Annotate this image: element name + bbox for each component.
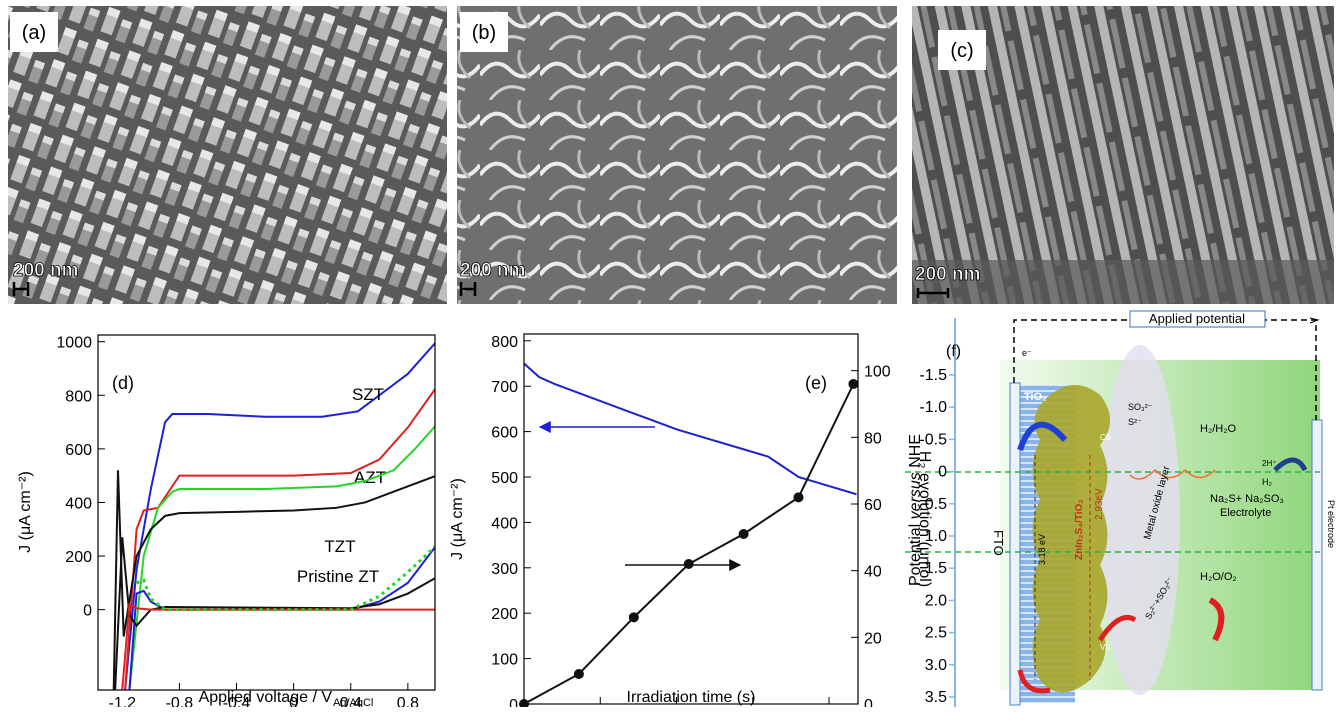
species-label: H₂ bbox=[1262, 477, 1272, 487]
y-tick-label: 200 bbox=[491, 606, 518, 623]
panel-label: (b) bbox=[472, 22, 496, 44]
panel-label: (f) bbox=[946, 343, 961, 360]
electrolyte-label: Na₂S+ Na₂SO₃ bbox=[1210, 493, 1284, 505]
figure: (a) (b) (c) 200 nm 200 nm 200 nm Applied… bbox=[0, 0, 1340, 707]
tick-label: 2.5 bbox=[925, 625, 947, 642]
scale-label: 200 nm bbox=[13, 260, 78, 281]
x-axis-label-sub: Ag/AgCl bbox=[333, 697, 373, 707]
tick-label: 3.5 bbox=[925, 689, 947, 706]
y2-tick-label: 60 bbox=[864, 497, 882, 514]
panel-label: (e) bbox=[805, 373, 827, 393]
x-axis-label: Applied voltage / V bbox=[199, 689, 333, 706]
series-line bbox=[125, 342, 436, 690]
y-axis-label: J (μA cm⁻²) bbox=[17, 471, 34, 553]
species-label: S²⁻ bbox=[1128, 417, 1142, 427]
y-tick-label: 1000 bbox=[56, 335, 92, 352]
data-point bbox=[739, 529, 749, 539]
tick-label: -1.5 bbox=[919, 367, 947, 384]
y-tick-label: 0 bbox=[509, 697, 518, 707]
data-point bbox=[629, 612, 639, 622]
tick-label: 0 bbox=[938, 464, 947, 481]
data-point bbox=[794, 492, 804, 502]
gap-label: 3.18 eV bbox=[1037, 534, 1047, 565]
species-label: 2H⁺ bbox=[1262, 459, 1276, 468]
y-tick-label: 700 bbox=[491, 379, 518, 396]
panel-label: (c) bbox=[950, 40, 973, 62]
series-line bbox=[129, 545, 436, 690]
electron-label: e⁻ bbox=[1022, 348, 1032, 358]
x-tick-label: -1.2 bbox=[108, 695, 136, 707]
composite-label: ZnIn₂S₄/TiO₂ bbox=[1074, 499, 1085, 560]
series-label: AZT bbox=[354, 468, 386, 487]
x-tick-label: -0.8 bbox=[166, 695, 194, 707]
y-tick-label: 400 bbox=[491, 515, 518, 532]
oxide-layer bbox=[1100, 345, 1180, 695]
y2-tick-label: 20 bbox=[864, 630, 882, 647]
y-tick-label: 500 bbox=[491, 470, 518, 487]
y2-axis-label: H₂ evolution (μmol) bbox=[916, 451, 933, 587]
y-tick-label: 200 bbox=[65, 549, 92, 566]
plot-frame bbox=[98, 335, 435, 690]
series-line bbox=[129, 425, 436, 690]
y2-tick-label: 80 bbox=[864, 430, 882, 447]
y-tick-label: 800 bbox=[65, 388, 92, 405]
x-tick-label: 0.8 bbox=[397, 695, 419, 707]
series-line bbox=[125, 387, 436, 690]
y-tick-label: 300 bbox=[491, 561, 518, 578]
panel-label: (d) bbox=[112, 373, 134, 393]
series-label: Pristine ZT bbox=[297, 567, 379, 586]
cb-label: CB bbox=[1100, 433, 1111, 442]
y2-tick-label: 100 bbox=[864, 364, 891, 381]
y-tick-label: 800 bbox=[491, 334, 518, 351]
y2-tick-label: 40 bbox=[864, 564, 882, 581]
y-tick-label: 0 bbox=[83, 603, 92, 620]
series-line bbox=[122, 604, 436, 690]
scale-label: 200 nm bbox=[460, 260, 525, 281]
couple-label: H₂/H₂O bbox=[1200, 423, 1236, 435]
y-tick-label: 100 bbox=[491, 652, 518, 669]
series-label: TZT bbox=[324, 537, 355, 556]
circuit-label: Applied potential bbox=[1149, 311, 1245, 326]
gap-label: 2.93eV bbox=[1094, 488, 1105, 520]
species-label: SO₃²⁻ bbox=[1128, 402, 1153, 412]
panel-label: (a) bbox=[22, 22, 46, 44]
series-label: SZT bbox=[352, 385, 384, 404]
fto bbox=[1010, 383, 1020, 705]
fto-label: FTO bbox=[991, 530, 1006, 556]
tio2-label: TiO₂ bbox=[1024, 391, 1047, 403]
y-tick-label: 600 bbox=[491, 425, 518, 442]
y-tick-label: 400 bbox=[65, 495, 92, 512]
scale-label: 200 nm bbox=[915, 264, 980, 285]
tick-label: -1.0 bbox=[919, 399, 947, 416]
diagram: Applied potential (f) FTO TiO₂ CB VB 3.1… bbox=[905, 311, 1336, 707]
pt-label: Pt electrode bbox=[1326, 500, 1336, 548]
electrolyte-label: Electrolyte bbox=[1220, 507, 1271, 519]
tick-label: 3.0 bbox=[925, 657, 947, 674]
data-point bbox=[848, 379, 858, 389]
couple-label: H₂O/O₂ bbox=[1200, 571, 1237, 583]
vb-label: VB bbox=[1100, 643, 1111, 652]
x-axis-label: Irradiation time (s) bbox=[627, 689, 756, 706]
tick-label: 2.0 bbox=[925, 592, 947, 609]
data-point bbox=[574, 669, 584, 679]
y2-tick-label: 0 bbox=[864, 697, 873, 707]
tick-label: -0.5 bbox=[919, 431, 947, 448]
y-tick-label: 600 bbox=[65, 442, 92, 459]
pt-electrode bbox=[1312, 420, 1322, 690]
y-axis-label: J (μA cm⁻²) bbox=[449, 478, 466, 560]
data-point bbox=[684, 559, 694, 569]
series-line bbox=[115, 537, 436, 690]
